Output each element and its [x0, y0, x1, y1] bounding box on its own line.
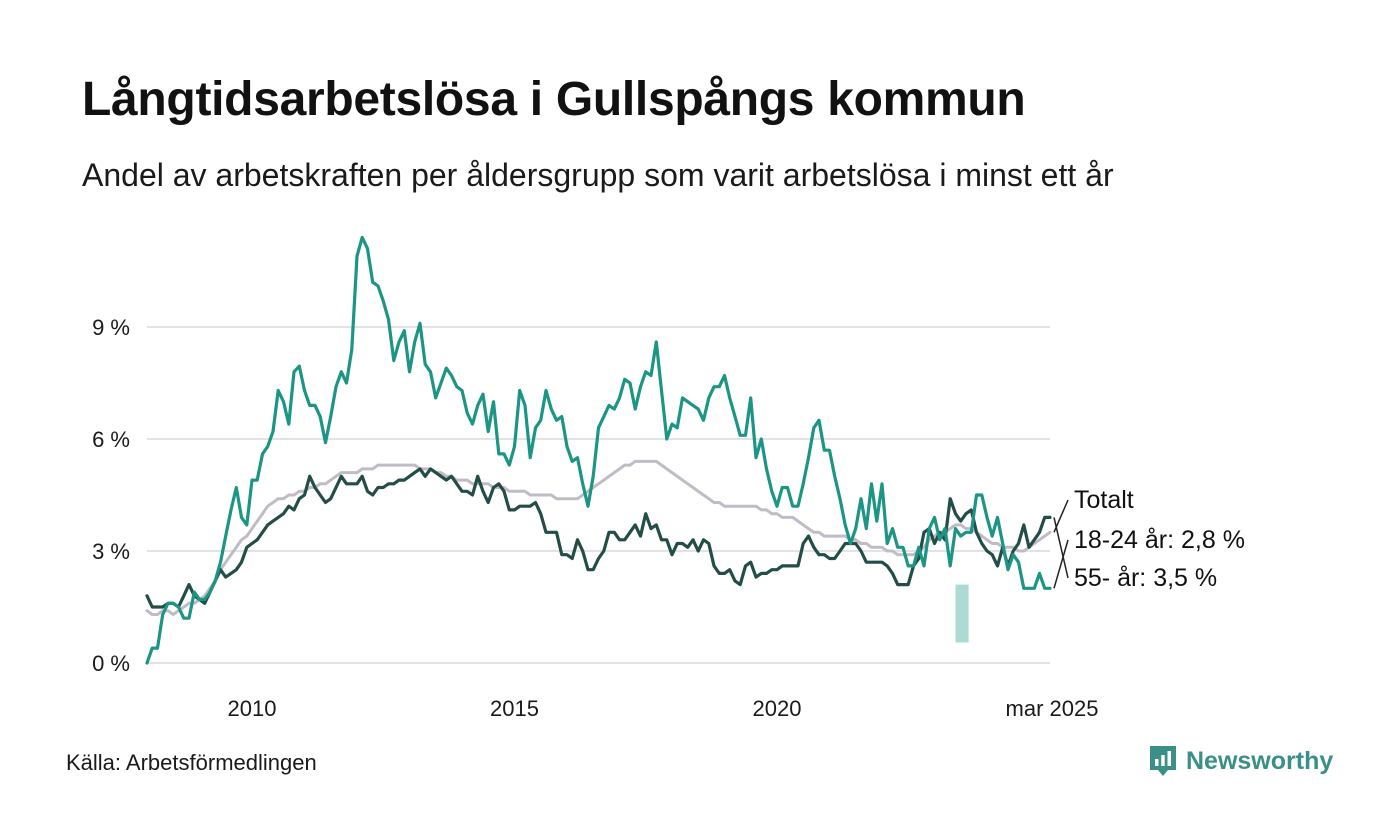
y-tick-label: 0 % [92, 651, 130, 676]
series-label-leader [1053, 539, 1069, 589]
source-note: Källa: Arbetsförmedlingen [66, 750, 317, 775]
newsworthy-logo-icon [1150, 746, 1176, 776]
series-line-1 [145, 467, 1052, 609]
series-line-2 [145, 459, 1052, 616]
chart-subtitle: Andel av arbetskraften per åldersgrupp s… [82, 157, 1114, 193]
series-label-leader [1053, 499, 1069, 533]
uncertainty-band [955, 584, 969, 643]
x-tick-label: 2015 [490, 696, 539, 721]
series-line-0 [145, 235, 1052, 665]
x-tick-label: 2020 [753, 696, 802, 721]
x-tick-label: 2010 [228, 696, 277, 721]
y-tick-label: 3 % [92, 539, 130, 564]
series-end-label: Totalt [1074, 486, 1134, 514]
chart-title: Långtidsarbetslösa i Gullspångs kommun [82, 73, 1026, 126]
series-end-label: 18-24 år: 2,8 % [1074, 526, 1245, 554]
y-tick-label: 9 % [92, 315, 130, 340]
brand-name: Newsworthy [1186, 746, 1334, 775]
brand-logo[interactable]: Newsworthy [1148, 744, 1333, 778]
x-tick-label: mar 2025 [1006, 696, 1099, 721]
series-end-label: 55- år: 3,5 % [1074, 564, 1217, 592]
y-tick-label: 6 % [92, 427, 130, 452]
